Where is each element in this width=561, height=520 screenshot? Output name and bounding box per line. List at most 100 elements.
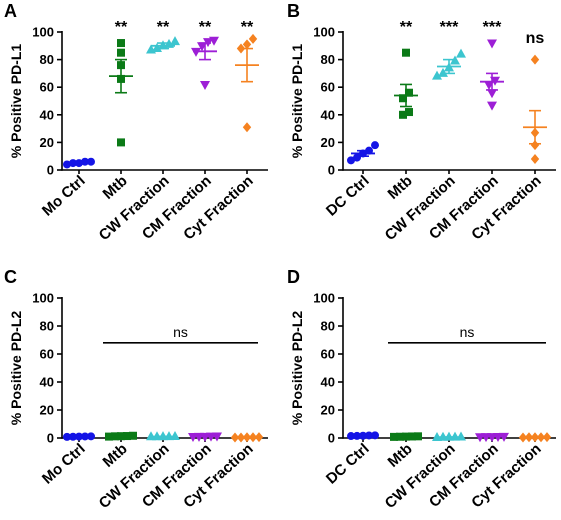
panel-b-point (399, 94, 407, 103)
panel-b-point (438, 67, 448, 77)
panel-c-group (146, 430, 180, 441)
panel-d-point (450, 431, 460, 441)
panel-b-y-tick-label: 80 (321, 52, 335, 67)
panel-d-group (390, 432, 422, 441)
panel-b-category-label: DC Ctrl (323, 172, 373, 219)
panel-b-significance-label: *** (440, 19, 459, 36)
panel-b-group: *** (480, 19, 504, 111)
panel-c-category-label: Mo Ctrl (39, 440, 89, 487)
panel-c-y-tick-label: 20 (40, 403, 54, 418)
panel-a-point (248, 33, 258, 44)
panel-d-point (475, 433, 485, 443)
panel-c-y-tick-label: 60 (40, 347, 54, 362)
panel-d-letter: D (287, 267, 300, 287)
panel-a-category-label: Mtb (99, 172, 130, 202)
panel-b-point (432, 70, 442, 80)
panel-d-category-label: DC Ctrl (323, 440, 373, 487)
panel-d-group (432, 431, 466, 441)
panel-c-y-tick-label: 80 (40, 319, 54, 334)
panel-b-group: ** (394, 19, 418, 119)
panel-b-y-axis-label: % Positive PD-L1 (289, 44, 305, 159)
panel-b-point (347, 156, 355, 165)
panel-c-y-tick-label: 40 (40, 375, 54, 390)
panel-b-point (456, 48, 466, 58)
panel-c-comparison-label: ns (173, 324, 188, 340)
panel-a-y-tick-label: 80 (40, 52, 54, 67)
panel-c-group (105, 431, 137, 441)
panel-a-group (63, 157, 95, 169)
panel-c-point (200, 432, 210, 442)
panel-d-group (475, 432, 509, 443)
panel-d-comparison-label: ns (460, 324, 475, 340)
panel-c-group (63, 432, 95, 441)
panel-c-point (188, 432, 198, 442)
panel-b-point (402, 48, 410, 57)
panel-c-y-tick-label: 100 (32, 291, 54, 306)
panel-d-y-tick-label: 60 (321, 347, 335, 362)
panel-a-point (242, 122, 252, 133)
panel-b-point (405, 108, 413, 117)
panel-b-category-label: Mtb (384, 172, 415, 202)
panel-a-significance-label: ** (241, 19, 254, 36)
panel-a-significance-label: ** (115, 19, 128, 36)
panel-b-point (487, 39, 497, 49)
panel-b-point (371, 141, 379, 150)
panel-a-group: ** (146, 19, 180, 54)
panel-d-y-tick-label: 100 (313, 291, 335, 306)
panel-d-y-tick-label: 40 (321, 375, 335, 390)
panel-c-letter: C (4, 267, 17, 287)
panel-b-y-tick-label: 60 (321, 80, 335, 95)
panel-d-category-label: Mtb (384, 440, 415, 470)
panel-b-point (530, 140, 540, 151)
panel-d-y-tick-label: 0 (328, 431, 335, 446)
panel-a-point (117, 48, 125, 57)
panel-b-point (405, 88, 413, 97)
panel-a-point (117, 138, 125, 147)
panel-a-letter: A (4, 1, 17, 21)
panel-b-point (487, 89, 497, 99)
panel-b-group: *** (432, 19, 466, 80)
panel-d-y-tick-label: 80 (321, 319, 335, 334)
panel-a-y-tick-label: 40 (40, 107, 54, 122)
panel-a-point (146, 44, 156, 54)
panel-a-point (170, 36, 180, 46)
panel-a-point (152, 43, 162, 53)
panel-b-group: ns (523, 30, 547, 164)
panel-b-significance-label: *** (483, 19, 502, 36)
panel-a-point (200, 80, 210, 90)
panel-d-y-axis-label: % Positive PD-L2 (289, 311, 305, 426)
panel-b-point (487, 101, 497, 111)
panel-a-significance-label: ** (199, 19, 212, 36)
panel-b-y-tick-label: 20 (321, 135, 335, 150)
panel-b-y-tick-label: 0 (328, 163, 335, 178)
panel-a-point (63, 160, 71, 169)
panel-d-group (518, 432, 552, 443)
panel-a-group: ** (191, 19, 219, 90)
panel-b-point (530, 54, 540, 65)
panel-a-group: ** (235, 19, 259, 133)
panel-b-point (399, 110, 407, 119)
panel-b-point (530, 153, 540, 164)
panel-a-y-tick-label: 0 (47, 163, 54, 178)
panel-a-y-tick-label: 60 (40, 80, 54, 95)
panel-a-y-tick-label: 100 (32, 25, 54, 40)
panel-b-significance-label: ns (526, 30, 545, 47)
panel-a-y-tick-label: 20 (40, 135, 54, 150)
panel-b-significance-label: ** (400, 19, 413, 36)
panel-b-group (347, 141, 379, 165)
panel-c-group (230, 432, 264, 443)
panel-d-y-tick-label: 20 (321, 403, 335, 418)
panel-d-group (347, 431, 379, 441)
panel-c-point (164, 431, 174, 441)
panel-c-y-axis-label: % Positive PD-L2 (8, 311, 24, 426)
panel-a-point (117, 39, 125, 48)
panel-a-y-axis-label: % Positive PD-L1 (8, 44, 24, 159)
panel-d-point (487, 433, 497, 443)
panel-c-group (188, 432, 222, 442)
panel-a-point (87, 157, 95, 166)
